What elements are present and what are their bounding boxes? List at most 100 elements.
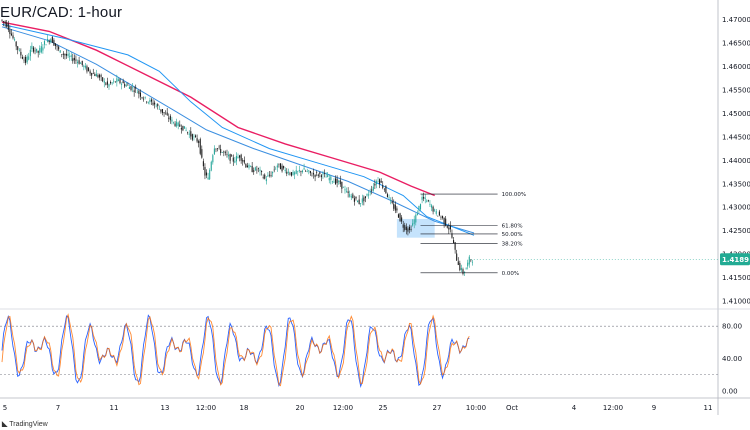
candle-body <box>430 205 433 208</box>
candle-body <box>130 86 132 90</box>
candle <box>80 61 82 64</box>
candle-body <box>28 56 30 60</box>
candle <box>298 165 300 173</box>
candle-body <box>435 211 437 214</box>
candle <box>452 236 455 244</box>
candle-body <box>408 226 411 230</box>
candle <box>169 114 171 124</box>
candle <box>467 259 469 270</box>
candle <box>405 223 407 235</box>
candle <box>202 158 204 171</box>
candle <box>91 72 93 79</box>
candle <box>430 203 433 212</box>
candle-body <box>369 192 371 193</box>
candle-body <box>267 175 269 177</box>
candle <box>306 168 308 173</box>
candle <box>434 208 436 212</box>
candle-body <box>169 116 171 121</box>
candle-body <box>459 263 461 271</box>
candle-body <box>187 132 189 133</box>
candle <box>67 49 69 58</box>
candle-body <box>446 226 448 228</box>
candle-body <box>357 200 359 203</box>
candle-body <box>245 163 247 168</box>
candle-body <box>470 259 472 261</box>
candle-body <box>462 269 464 274</box>
price-tick-label: 1.45500 <box>722 87 750 95</box>
candle-body <box>375 181 378 185</box>
candle <box>150 97 153 106</box>
candle-body <box>248 164 250 168</box>
candle <box>48 39 50 45</box>
candle-body <box>239 155 241 158</box>
candle <box>128 84 130 89</box>
candle-body <box>97 74 99 78</box>
stochastic-d-line <box>1 313 470 387</box>
candle <box>28 52 30 61</box>
candle <box>113 78 115 84</box>
candle-body <box>448 227 450 230</box>
candle-body <box>352 194 354 199</box>
oscillator-tick-label: 40.00 <box>722 355 742 363</box>
candle <box>83 64 85 71</box>
candle <box>322 170 324 179</box>
candle-body <box>32 47 35 52</box>
candle-body <box>427 200 429 201</box>
candle <box>127 82 129 86</box>
candle-body <box>438 211 440 216</box>
candle <box>331 180 333 184</box>
price-tick-label: 1.47000 <box>722 16 750 24</box>
candle-body <box>59 50 61 53</box>
candle <box>187 131 189 135</box>
candle-body <box>268 174 271 176</box>
candle-body <box>339 180 341 185</box>
candle <box>188 130 190 139</box>
candle <box>163 112 165 117</box>
candle-body <box>404 225 406 230</box>
time-tick-label: 5 <box>3 404 7 412</box>
candle <box>218 144 220 150</box>
candle <box>210 160 212 172</box>
candle-body <box>305 170 307 172</box>
candle-body <box>69 56 71 57</box>
candle <box>17 45 19 55</box>
candle <box>94 72 96 77</box>
candle <box>327 172 329 178</box>
candle <box>243 156 245 165</box>
candle <box>407 226 409 236</box>
candle <box>198 139 200 148</box>
candle <box>460 264 462 273</box>
candle <box>160 109 162 114</box>
candle-body <box>322 173 324 175</box>
candle <box>301 169 304 174</box>
candle-body <box>338 181 340 183</box>
candle <box>394 201 396 214</box>
candle <box>147 101 149 105</box>
candle-body <box>119 79 121 84</box>
price-tick-label: 1.44000 <box>722 157 750 165</box>
current-price-badge <box>720 253 750 266</box>
candle <box>193 133 195 141</box>
candle <box>319 171 321 178</box>
candle <box>342 186 344 188</box>
candle-body <box>426 200 428 202</box>
candle-body <box>451 233 453 238</box>
candle <box>182 125 184 132</box>
candle-body <box>139 92 142 97</box>
candle <box>34 47 36 55</box>
candle <box>408 224 411 234</box>
candle-body <box>449 225 451 230</box>
candle <box>76 59 79 68</box>
candle-body <box>125 85 127 87</box>
candle-body <box>283 166 285 169</box>
candle <box>119 78 121 85</box>
time-tick-label: 12:00 <box>603 404 623 412</box>
candle-body <box>350 196 352 198</box>
candle-body <box>155 105 157 107</box>
candle-body <box>437 215 439 217</box>
candle-body <box>91 73 93 76</box>
candle-body <box>110 81 112 84</box>
time-tick-label: 27 <box>433 404 442 412</box>
candle-body <box>396 208 398 211</box>
